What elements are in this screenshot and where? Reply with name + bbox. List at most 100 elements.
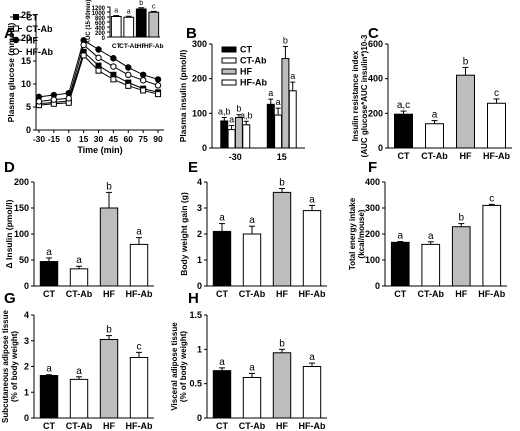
- bar: [456, 74, 475, 149]
- category-label: CT-Ab: [66, 289, 93, 299]
- y-tick-label: 10: [21, 79, 31, 89]
- y-tick-label: 100: [14, 229, 29, 239]
- bar: [129, 356, 149, 419]
- significance-letter: b: [106, 325, 112, 336]
- panel-F: a CT a CT-Ab b HF c HF-Ab 0 100 200 300 400 Total ene…: [348, 159, 507, 299]
- category-label: -30: [229, 152, 242, 162]
- legend-label: HF: [26, 36, 38, 46]
- y-tick-label: 0: [378, 143, 383, 153]
- legend-swatch: [221, 46, 237, 53]
- x-tick-label: 0: [66, 134, 71, 144]
- significance-letter: b: [279, 338, 285, 349]
- category-label: HF-Ab: [126, 421, 153, 431]
- y-tick-label: 600: [368, 39, 383, 49]
- significance-letter: a: [397, 231, 403, 242]
- bar: [227, 129, 236, 149]
- y-tick-label: 1000: [92, 11, 106, 17]
- data-point: [154, 76, 162, 83]
- y-axis-label: Total energy intake: [348, 197, 357, 270]
- legend-swatch: [221, 57, 237, 64]
- y-axis-label: Δ Insulin (pmol/l): [4, 199, 14, 268]
- y-tick-label: 0: [24, 281, 29, 291]
- y-tick-label: 400: [95, 26, 106, 32]
- category-label: HF-Ab: [299, 289, 326, 299]
- category-label: HF: [276, 421, 288, 431]
- significance-letter: a: [290, 71, 295, 81]
- y-tick-label: 0: [197, 281, 202, 291]
- significance-letter: a: [428, 231, 434, 242]
- bar: [482, 204, 502, 287]
- legend-label: HF-Ab: [26, 47, 53, 57]
- y-tick-label: 150: [14, 203, 29, 213]
- category-label: HF-Ab: [478, 289, 505, 299]
- bar: [272, 352, 292, 419]
- y-tick-label: 400: [365, 177, 380, 187]
- legend-label: HF-Ab: [240, 78, 267, 88]
- category-label: HF: [103, 421, 115, 431]
- category-label: CT: [112, 43, 121, 50]
- category-label: HF: [103, 289, 115, 299]
- significance-letter: a: [432, 110, 438, 121]
- significance-letter: b: [139, 0, 143, 7]
- y-axis-label: (% of body weight): [10, 331, 19, 402]
- y-tick-label: 0: [202, 143, 207, 153]
- significance-letter: a: [219, 357, 225, 368]
- category-label: HF-Ab: [144, 43, 164, 50]
- bar: [281, 58, 290, 149]
- significance-letter: a: [76, 366, 82, 377]
- significance-letter: c: [489, 193, 494, 204]
- significance-letter: a: [219, 213, 225, 224]
- panel-G: a CT a CT-Ab b HF c HF-Ab 0 1 2 3 4 Subcutaneous adip…: [1, 290, 154, 431]
- significance-letter: a: [268, 88, 273, 98]
- panel-letter: B: [186, 25, 197, 42]
- y-axis-label: Plasma insulin (pmol/l): [178, 50, 188, 143]
- panel-A: -30 -15 0 15 30 45 60 75 90 Time (min) 0 5 10 15 20 25 P…: [4, 10, 164, 155]
- bar: [212, 370, 232, 419]
- bar: [421, 243, 441, 287]
- significance-letter: a,b: [218, 106, 231, 116]
- y-tick-label: 800: [95, 16, 106, 22]
- bar: [266, 103, 275, 149]
- bar: [242, 376, 262, 419]
- y-tick-label: 0.5: [189, 379, 202, 389]
- category-label: CT-Ab: [66, 421, 93, 431]
- y-tick-label: 0: [102, 36, 106, 42]
- bar: [135, 8, 147, 38]
- legend-marker: [12, 36, 20, 44]
- y-tick-label: 50: [19, 255, 29, 265]
- panel-letter: H: [188, 290, 199, 307]
- significance-letter: b: [279, 178, 285, 189]
- y-tick-label: 200: [368, 108, 383, 118]
- category-label: CT: [394, 289, 406, 299]
- panel-E: a CT a CT-Ab b HF a HF-Ab 0 1 2 3 4 Body weight gain …: [179, 159, 327, 299]
- bar: [99, 338, 119, 419]
- significance-letter: c: [152, 3, 156, 10]
- legend-label: CT-Ab: [240, 56, 267, 66]
- legend-marker: [13, 25, 19, 32]
- y-axis-label: (kcal/mouse): [357, 209, 366, 258]
- y-tick-label: 1: [197, 344, 202, 354]
- y-tick-label: 400: [368, 74, 383, 84]
- significance-letter: b: [283, 35, 288, 45]
- panel-C: a,c CT a CT-Ab b HF c HF-Ab 0 200 400 600 Insulin re…: [351, 25, 512, 161]
- legend-label: CT-Ab: [26, 24, 53, 34]
- significance-letter: b: [458, 213, 464, 224]
- category-label: HF-Ab: [126, 289, 153, 299]
- x-axis-label: Time (min): [77, 145, 122, 155]
- y-tick-label: 300: [192, 39, 207, 49]
- data-point: [125, 71, 132, 79]
- y-axis-label: Plasma glucose (mmol/l): [6, 22, 16, 122]
- category-label: HF-Ab: [483, 151, 510, 161]
- y-tick-label: 2: [24, 362, 29, 372]
- category-label: HF: [137, 43, 146, 50]
- significance-letter: a: [249, 362, 255, 373]
- y-axis-label: Visceral adipose tissue: [170, 322, 179, 411]
- data-point: [95, 54, 102, 61]
- y-tick-label: 2: [197, 229, 202, 239]
- data-point: [125, 82, 132, 89]
- data-point: [110, 55, 117, 62]
- y-axis-label: Body weight gain (g): [179, 192, 189, 276]
- significance-letter: a: [136, 227, 142, 238]
- panel-letter: A: [4, 25, 15, 42]
- significance-letter: a: [309, 194, 315, 205]
